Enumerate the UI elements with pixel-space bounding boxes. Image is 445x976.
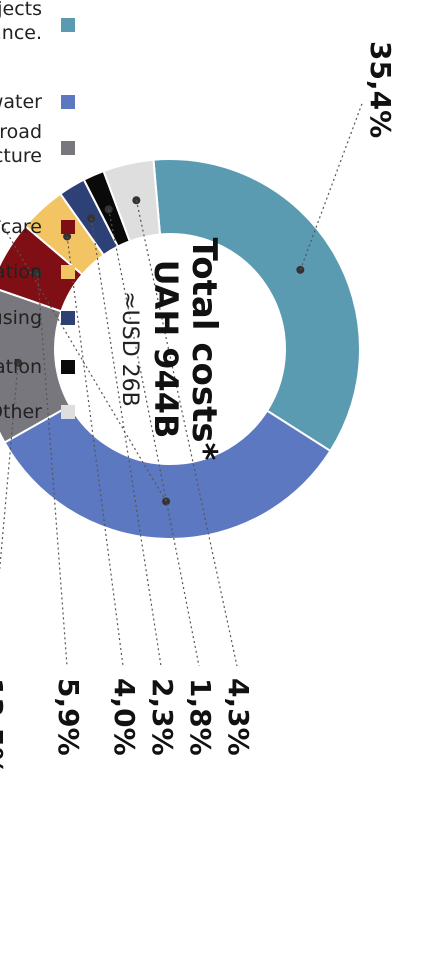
center-text: Total costs* UAH 944B ≈USD 26B: [117, 238, 224, 461]
leader-line: [36, 273, 68, 667]
leader-line: [299, 100, 364, 271]
percent-label: 5,9%: [52, 678, 85, 756]
legend-swatch: [61, 220, 75, 234]
percent-label: 4,0%: [108, 678, 141, 756]
percent-label: 4,3%: [222, 678, 255, 756]
percent-label: 2,3%: [146, 678, 179, 756]
percent-label: 35,4%: [364, 41, 397, 138]
center-usd: ≈USD 26B: [117, 291, 142, 407]
pie-slice: [3, 404, 332, 540]
legend-label: Other: [0, 401, 42, 423]
center-title: Total costs*: [184, 238, 224, 461]
pie-layer: [0, 158, 361, 540]
legend-swatch: [61, 18, 75, 32]
legend-swatch: [61, 405, 75, 419]
leader-line: [90, 218, 162, 667]
leader-layer: [0, 100, 364, 667]
leader-line: [0, 362, 19, 667]
legend-label: Thermal modernization: [0, 356, 42, 378]
legend-label: Repairs of local road: [0, 121, 42, 143]
pie-slice: [102, 158, 162, 243]
legend-swatch: [61, 360, 75, 374]
percent-labels: 35,4%32,8%13,5%5,9%4,0%2,3%1,8%4,3%: [0, 41, 397, 775]
pie-slice: [152, 158, 361, 453]
leader-line: [66, 236, 124, 667]
legend: Potential investment projectsof regional…: [0, 0, 75, 423]
legend-label: Healthcare: [0, 216, 42, 238]
legend-swatch: [61, 265, 75, 279]
percent-label: 13,5%: [0, 678, 9, 775]
legend-swatch: [61, 141, 75, 155]
center-total: UAH 944B: [147, 260, 185, 439]
percent-label: 1,8%: [184, 678, 217, 756]
legend-label: of regional importance.: [0, 22, 42, 44]
legend-swatch: [61, 311, 75, 325]
legend-label: Infrastructure: [0, 145, 42, 167]
legend-swatch: [61, 95, 75, 109]
legend-label: Housing: [0, 307, 42, 329]
legend-label: Potential investment projects: [0, 0, 42, 20]
legend-label: Water and Wastewater: [0, 91, 42, 113]
legend-label: Education: [0, 261, 42, 283]
